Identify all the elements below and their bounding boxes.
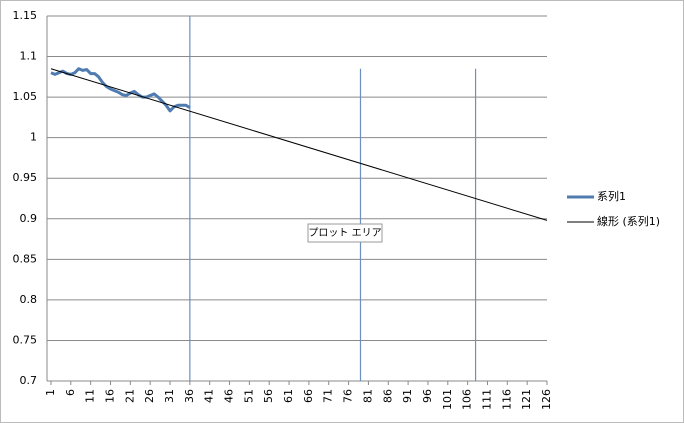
y-tick-label: 1 [30, 131, 37, 144]
y-tick-label: 0.9 [20, 212, 38, 225]
x-tick-label: 51 [242, 389, 255, 403]
y-tick-label: 0.75 [13, 333, 38, 346]
x-tick-label: 56 [262, 389, 275, 403]
tooltip-box [307, 223, 383, 243]
x-tick-label: 1 [44, 389, 57, 396]
y-tick-label: 1.15 [13, 9, 38, 22]
y-tick-label: 1.05 [13, 90, 38, 103]
x-tick-label: 76 [342, 389, 355, 403]
legend-label: 線形 (系列1) [597, 214, 660, 228]
x-tick-label: 46 [223, 389, 236, 403]
x-tick-label: 31 [163, 389, 176, 403]
x-tick-label: 96 [421, 389, 434, 403]
x-tick-label: 61 [282, 389, 295, 403]
x-tick-label: 66 [302, 389, 315, 403]
trendline [50, 68, 548, 221]
series-line [50, 67, 191, 113]
legend: 系列1 線形 (系列1) [567, 189, 660, 228]
y-tick-label: 0.8 [20, 293, 38, 306]
x-tick-label: 16 [103, 389, 116, 403]
y-tick-label: 0.85 [13, 252, 38, 265]
x-tick-label: 106 [461, 389, 474, 410]
x-tick-label: 26 [143, 389, 156, 403]
x-tick-label: 11 [84, 389, 97, 403]
tooltip: プロット エリア [307, 223, 383, 243]
y-tick-label: 0.7 [20, 374, 38, 387]
x-tick-label: 121 [520, 389, 533, 410]
x-tick-label: 91 [401, 389, 414, 403]
x-tick-label: 41 [203, 389, 216, 403]
x-tick-label: 126 [540, 389, 553, 410]
x-tick-label: 111 [480, 389, 493, 410]
x-tick-label: 6 [64, 389, 77, 396]
y-tick-label: 1.1 [20, 50, 38, 63]
x-tick-label: 86 [381, 389, 394, 403]
x-tick-label: 101 [441, 389, 454, 410]
y-tick-label: 0.95 [13, 171, 38, 184]
x-tick-label: 21 [123, 389, 136, 403]
x-tick-label: 36 [183, 389, 196, 403]
x-tick-label: 116 [500, 389, 513, 410]
legend-label: 系列1 [597, 189, 626, 203]
x-tick-label: 81 [361, 389, 374, 403]
x-tick-label: 71 [322, 389, 335, 403]
tooltip-text: プロット エリア [308, 227, 381, 239]
